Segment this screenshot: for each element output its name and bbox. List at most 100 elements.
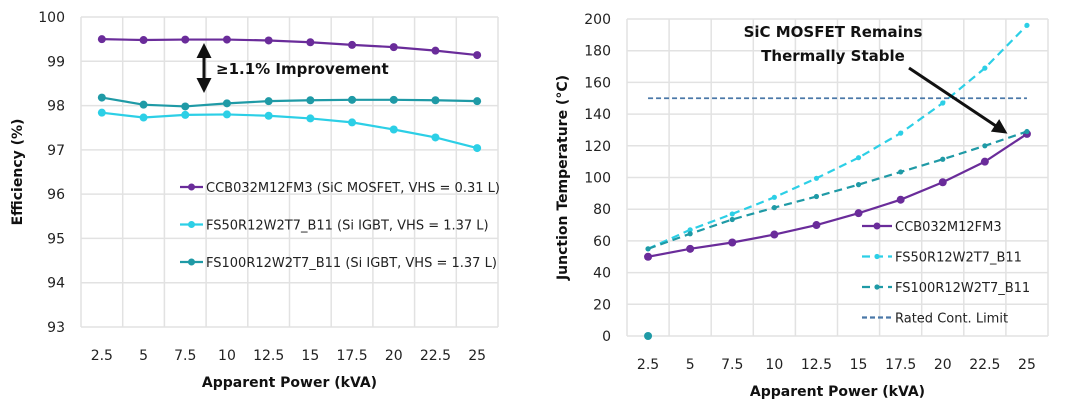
x-tick-label: 25	[1018, 357, 1036, 373]
series-fs100r12w2t7-b11-point	[389, 95, 398, 104]
x-tick-label: 25	[468, 348, 486, 364]
legend-marker	[188, 183, 195, 191]
series-fs100r12w2t7-b11-point	[348, 95, 357, 104]
x-axis-title: Apparent Power (kVA)	[202, 375, 377, 391]
series-fs50r12w2t7-b11-point	[181, 110, 190, 119]
x-tick-label: 2.5	[91, 348, 113, 364]
y-tick-label: 100	[38, 10, 65, 26]
y-tick-label: 140	[584, 107, 611, 123]
x-tick-label: 20	[934, 357, 952, 373]
y-tick-label: 99	[47, 54, 65, 70]
y-tick-label: 96	[47, 187, 65, 203]
y-tick-label: 40	[593, 266, 611, 282]
series-fs50r12w2t7-b11-point	[139, 113, 148, 122]
x-tick-label: 22.5	[420, 348, 451, 364]
series-ccb032m12fm3-point	[389, 43, 398, 52]
series-ccb032m12fm3-point	[644, 252, 653, 261]
legend-marker	[874, 284, 880, 290]
y-tick-label: 180	[584, 44, 611, 60]
series-fs100r12w2t7-b11-point	[687, 231, 693, 237]
series-ccb032m12fm3-line	[647, 132, 1028, 258]
x-tick-label: 12.5	[801, 357, 832, 373]
series-fs100r12w2t7-b11-point	[645, 246, 651, 252]
thermal-annotation-line2: Thermally Stable	[761, 47, 905, 65]
series-ccb032m12fm3-point	[686, 244, 695, 253]
x-tick-label: 20	[385, 348, 403, 364]
series-fs100r12w2t7-b11-line	[647, 130, 1028, 250]
series-fs100r12w2t7-b11-point	[813, 193, 820, 200]
series-fs50r12w2t7-b11-point	[348, 118, 357, 127]
x-tick-label: 15	[301, 348, 319, 364]
legend-marker	[874, 253, 880, 260]
legend-label: CCB032M12FM3 (SiC MOSFET, VHS = 0.31 L)	[206, 181, 500, 196]
series-fs100r12w2t7-b11-point	[264, 97, 273, 106]
series-ccb032m12fm3-point	[97, 35, 106, 44]
thermal-arrow	[908, 66, 1008, 134]
series-ccb032m12fm3-point	[938, 178, 947, 187]
series-fs50r12w2t7-b11-point	[97, 108, 106, 117]
series-fs100r12w2t7-b11-point	[1024, 128, 1030, 135]
x-tick-label: 15	[850, 357, 868, 373]
extra-data-point	[644, 332, 653, 340]
series-ccb032m12fm3-point	[306, 38, 315, 47]
legend-label: Rated Cont. Limit	[895, 312, 1008, 327]
series-fs100r12w2t7-b11-point	[855, 182, 862, 188]
y-tick-label: 100	[584, 171, 611, 187]
series-fs100r12w2t7-b11-point	[97, 93, 106, 102]
y-tick-label: 120	[584, 139, 611, 155]
series-ccb032m12fm3-point	[264, 36, 273, 45]
legend-marker	[873, 222, 881, 230]
series-fs100r12w2t7-b11-line	[101, 96, 478, 108]
x-tick-label: 10	[218, 348, 236, 364]
series-fs50r12w2t7-b11-point	[771, 194, 777, 200]
legend-label: CCB032M12FM3	[895, 220, 1002, 235]
series-ccb032m12fm3-point	[181, 35, 190, 44]
x-tick-label: 2.5	[637, 357, 659, 373]
series-fs50r12w2t7-b11-point	[389, 125, 398, 134]
series-ccb032m12fm3-point	[222, 35, 231, 44]
series-ccb032m12fm3-point	[431, 46, 440, 55]
series-ccb032m12fm3-point	[980, 157, 989, 166]
thermal-annotation-line1: SiC MOSFET Remains	[744, 23, 923, 41]
y-tick-label: 160	[584, 75, 611, 91]
series-fs100r12w2t7-b11-point	[139, 100, 148, 109]
series-fs100r12w2t7-b11-point	[982, 143, 988, 149]
series-fs50r12w2t7-b11-point	[729, 211, 735, 217]
series-fs100r12w2t7-b11-point	[431, 96, 440, 105]
x-tick-label: 5	[686, 357, 695, 373]
series-fs50r12w2t7-b11-line	[101, 111, 478, 150]
series-fs50r12w2t7-b11-point	[855, 155, 862, 161]
y-tick-label: 60	[593, 234, 611, 250]
series-ccb032m12fm3-point	[896, 195, 905, 204]
series-ccb032m12fm3-line	[101, 38, 478, 57]
series-fs50r12w2t7-b11-point	[473, 144, 482, 153]
series-fs50r12w2t7-b11-line	[647, 24, 1028, 250]
series-fs100r12w2t7-b11-point	[306, 96, 315, 105]
y-tick-label: 93	[47, 320, 65, 336]
y-axis-title: Junction Temperature (°C)	[555, 75, 571, 281]
x-axis-title: Apparent Power (kVA)	[750, 384, 925, 400]
legend-marker	[188, 221, 195, 228]
legend-label: FS50R12W2T7_B11 (Si IGBT, VHS = 1.37 L)	[206, 219, 489, 234]
legend-marker	[188, 258, 195, 266]
x-tick-label: 22.5	[969, 357, 1000, 373]
x-tick-label: 7.5	[174, 348, 196, 364]
series-ccb032m12fm3-point	[728, 238, 737, 247]
series-fs50r12w2t7-b11-point	[306, 114, 315, 123]
series-ccb032m12fm3-point	[770, 230, 779, 239]
x-tick-label: 7.5	[721, 357, 743, 373]
x-tick-label: 5	[139, 348, 148, 364]
series-fs50r12w2t7-b11-point	[222, 110, 231, 119]
y-tick-label: 80	[593, 202, 611, 218]
series-ccb032m12fm3-point	[139, 36, 148, 45]
y-tick-label: 94	[47, 276, 65, 292]
legend-label: FS50R12W2T7_B11	[895, 251, 1022, 266]
x-tick-label: 17.5	[336, 348, 367, 364]
series-fs100r12w2t7-b11-point	[181, 102, 190, 111]
series-ccb032m12fm3-point	[812, 221, 821, 230]
x-tick-label: 17.5	[885, 357, 916, 373]
y-tick-label: 20	[593, 297, 611, 313]
x-tick-label: 10	[765, 357, 783, 373]
series-fs100r12w2t7-b11-point	[222, 99, 231, 108]
